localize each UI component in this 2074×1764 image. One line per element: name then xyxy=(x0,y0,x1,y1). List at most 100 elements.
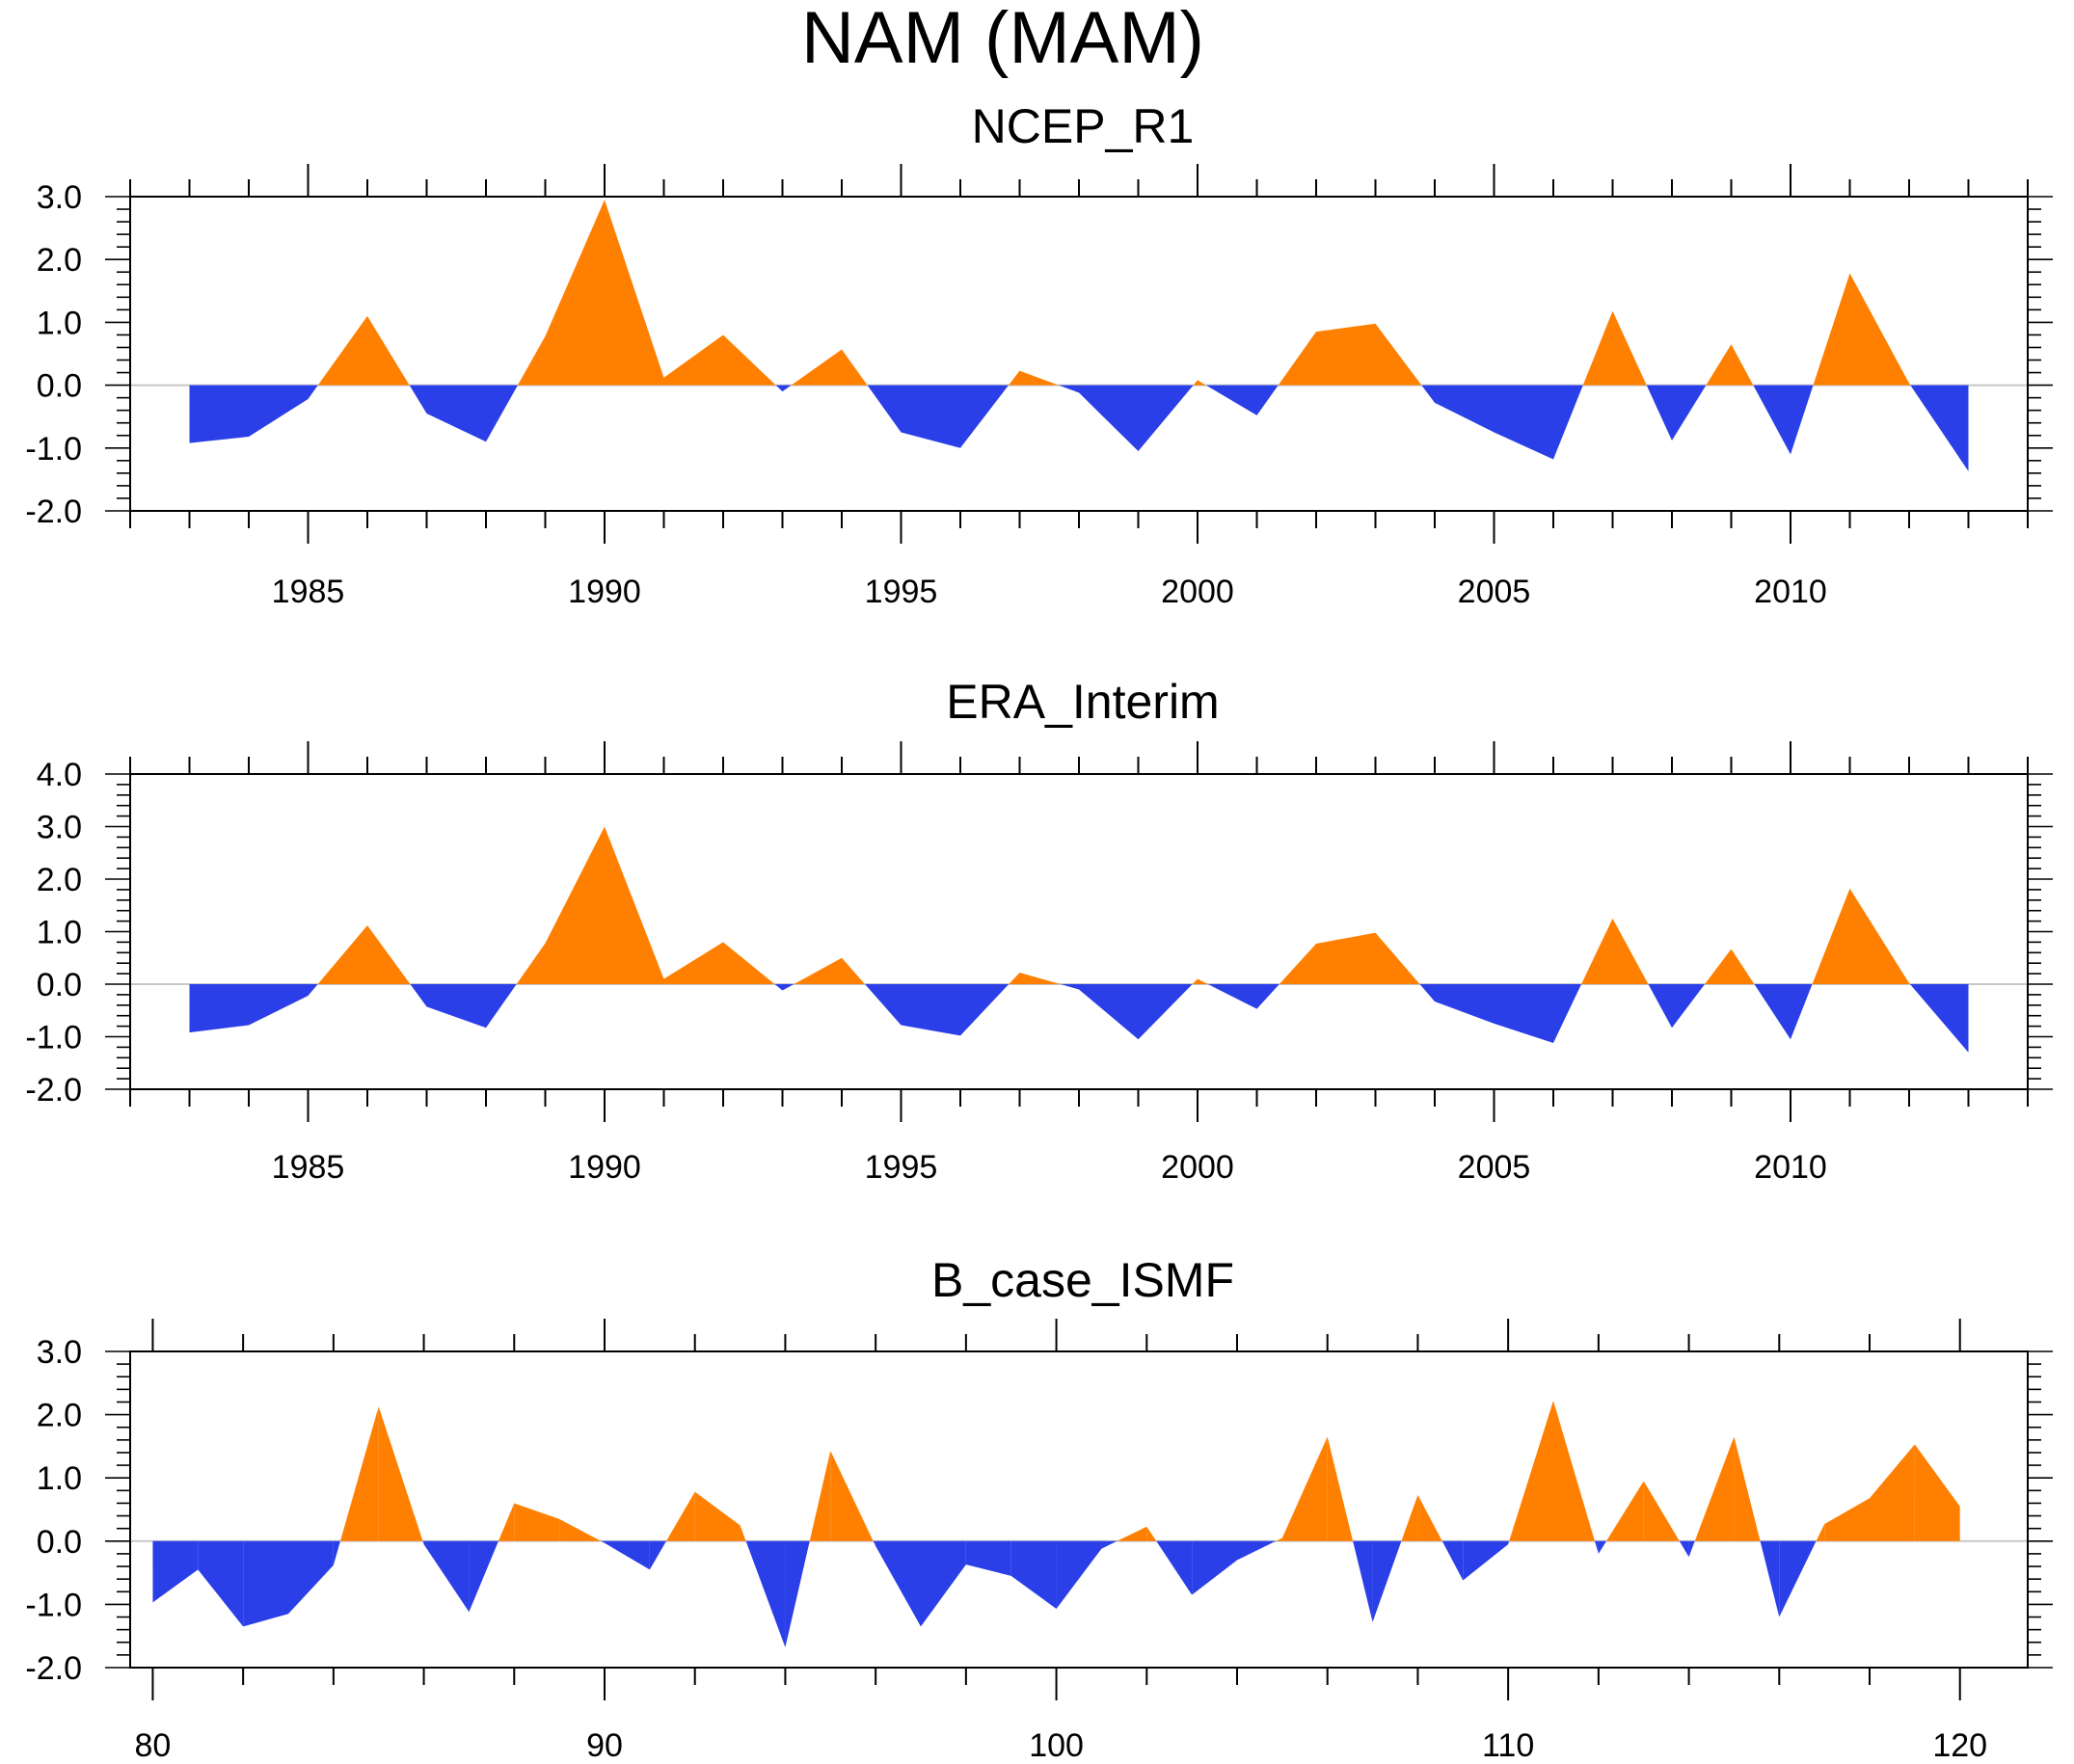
x-tick-label: 1995 xyxy=(865,1149,938,1186)
negative-area-segment xyxy=(1138,984,1193,1040)
negative-area-segment xyxy=(1256,984,1279,1009)
negative-area-segment xyxy=(1421,385,1435,403)
x-tick-label: 2005 xyxy=(1458,574,1531,610)
negative-area-segment xyxy=(785,1540,810,1648)
positive-area-segment xyxy=(545,826,605,984)
x-tick-label: 1985 xyxy=(272,574,345,610)
negative-area-segment xyxy=(243,1540,288,1627)
y-tick-label: -1.0 xyxy=(25,1020,82,1056)
y-tick-label: 2.0 xyxy=(37,1398,82,1434)
positive-area-segment xyxy=(1870,1444,1915,1541)
positive-area-segment xyxy=(1198,380,1206,386)
y-tick-label: 3.0 xyxy=(37,1334,82,1371)
negative-area-segment xyxy=(1679,1540,1689,1558)
negative-area-segment xyxy=(921,1540,966,1627)
positive-area-segment xyxy=(545,200,605,386)
negative-area-segment xyxy=(189,385,249,443)
negative-area-segment xyxy=(1435,984,1495,1024)
y-tick-label: 0.0 xyxy=(37,1524,82,1561)
positive-area-segment xyxy=(1731,949,1755,984)
y-tick-label: -2.0 xyxy=(25,494,82,530)
positive-area-segment xyxy=(1734,1436,1761,1541)
panel-title: NCEP_R1 xyxy=(972,99,1195,153)
positive-area-segment xyxy=(1553,1401,1595,1541)
negative-area-segment xyxy=(965,1540,1011,1576)
positive-area-segment xyxy=(1146,1526,1157,1541)
positive-area-segment xyxy=(663,942,723,984)
positive-area-segment xyxy=(1694,1436,1735,1541)
negative-area-segment xyxy=(1598,1540,1607,1554)
positive-area-segment xyxy=(1019,370,1059,386)
negative-area-segment xyxy=(1779,1540,1817,1617)
positive-area-segment xyxy=(514,1503,560,1541)
y-tick-label: 1.0 xyxy=(37,305,82,341)
x-tick-label: 1990 xyxy=(568,574,641,610)
negative-area-segment xyxy=(426,385,486,442)
x-tick-label: 90 xyxy=(586,1727,623,1764)
positive-area-segment xyxy=(1281,1436,1328,1541)
negative-area-segment xyxy=(189,984,249,1033)
positive-area-segment xyxy=(317,315,367,386)
x-tick-label: 100 xyxy=(1029,1727,1084,1764)
x-tick-label: 120 xyxy=(1932,1727,1987,1764)
positive-area-segment xyxy=(1193,380,1198,386)
positive-area-segment xyxy=(367,924,411,984)
positive-area-segment xyxy=(1849,273,1909,386)
positive-area-segment xyxy=(1327,1436,1354,1541)
negative-area-segment xyxy=(1494,984,1553,1044)
negative-area-segment xyxy=(409,385,427,414)
positive-area-segment xyxy=(1909,982,1910,984)
positive-area-segment xyxy=(339,1406,379,1541)
positive-area-segment xyxy=(666,1491,695,1541)
positive-area-segment xyxy=(723,942,775,984)
negative-area-segment xyxy=(1010,1540,1057,1609)
positive-area-segment xyxy=(1581,918,1613,984)
negative-area-segment xyxy=(198,1540,244,1627)
negative-area-segment xyxy=(486,385,518,442)
positive-area-segment xyxy=(1643,1481,1680,1541)
negative-area-segment xyxy=(1079,385,1139,452)
negative-area-segment xyxy=(745,1540,786,1648)
negative-area-segment xyxy=(1760,1540,1780,1617)
positive-area-segment xyxy=(1278,332,1316,386)
y-tick-label: 3.0 xyxy=(37,810,82,846)
positive-area-segment xyxy=(516,943,546,984)
y-tick-label: 3.0 xyxy=(37,179,82,216)
negative-area-segment xyxy=(1672,984,1706,1029)
negative-area-segment xyxy=(901,385,960,448)
negative-area-segment xyxy=(1435,385,1495,433)
negative-area-segment xyxy=(1463,1540,1509,1581)
negative-area-segment xyxy=(422,1540,424,1545)
negative-area-segment xyxy=(1910,385,1969,471)
negative-area-segment xyxy=(960,984,1010,1036)
negative-area-segment xyxy=(605,1540,650,1570)
positive-area-segment xyxy=(842,349,868,386)
positive-area-segment xyxy=(809,1450,831,1541)
negative-area-segment xyxy=(152,1540,199,1603)
negative-area-segment xyxy=(1688,1540,1695,1558)
negative-area-segment xyxy=(875,1540,921,1627)
positive-area-segment xyxy=(1612,918,1649,984)
negative-area-segment xyxy=(469,1540,498,1613)
negative-area-segment xyxy=(288,1540,334,1615)
negative-area-segment xyxy=(1494,385,1553,460)
panel-title: B_case_ISMF xyxy=(931,1253,1234,1307)
y-tick-label: 4.0 xyxy=(37,757,82,793)
positive-area-segment xyxy=(317,924,367,984)
chart-panel-3: B_case_ISMF 80 90 100 110 120 -2.0 -1.0 0.0 1.0 2.… xyxy=(25,1253,2053,1764)
positive-area-segment xyxy=(694,1491,741,1541)
negative-area-segment xyxy=(1237,1540,1277,1561)
positive-area-segment xyxy=(498,1503,515,1541)
negative-area-segment xyxy=(649,1540,666,1570)
positive-area-segment xyxy=(1417,1494,1442,1541)
positive-area-segment xyxy=(1706,344,1732,386)
negative-area-segment xyxy=(873,1540,876,1547)
y-tick-label: -2.0 xyxy=(25,1650,82,1687)
negative-area-segment xyxy=(1156,1540,1193,1595)
y-tick-label: 2.0 xyxy=(37,242,82,279)
negative-area-segment xyxy=(865,984,902,1026)
positive-area-segment xyxy=(1849,888,1909,984)
negative-area-segment xyxy=(1056,1540,1102,1609)
negative-area-segment xyxy=(1256,385,1279,415)
